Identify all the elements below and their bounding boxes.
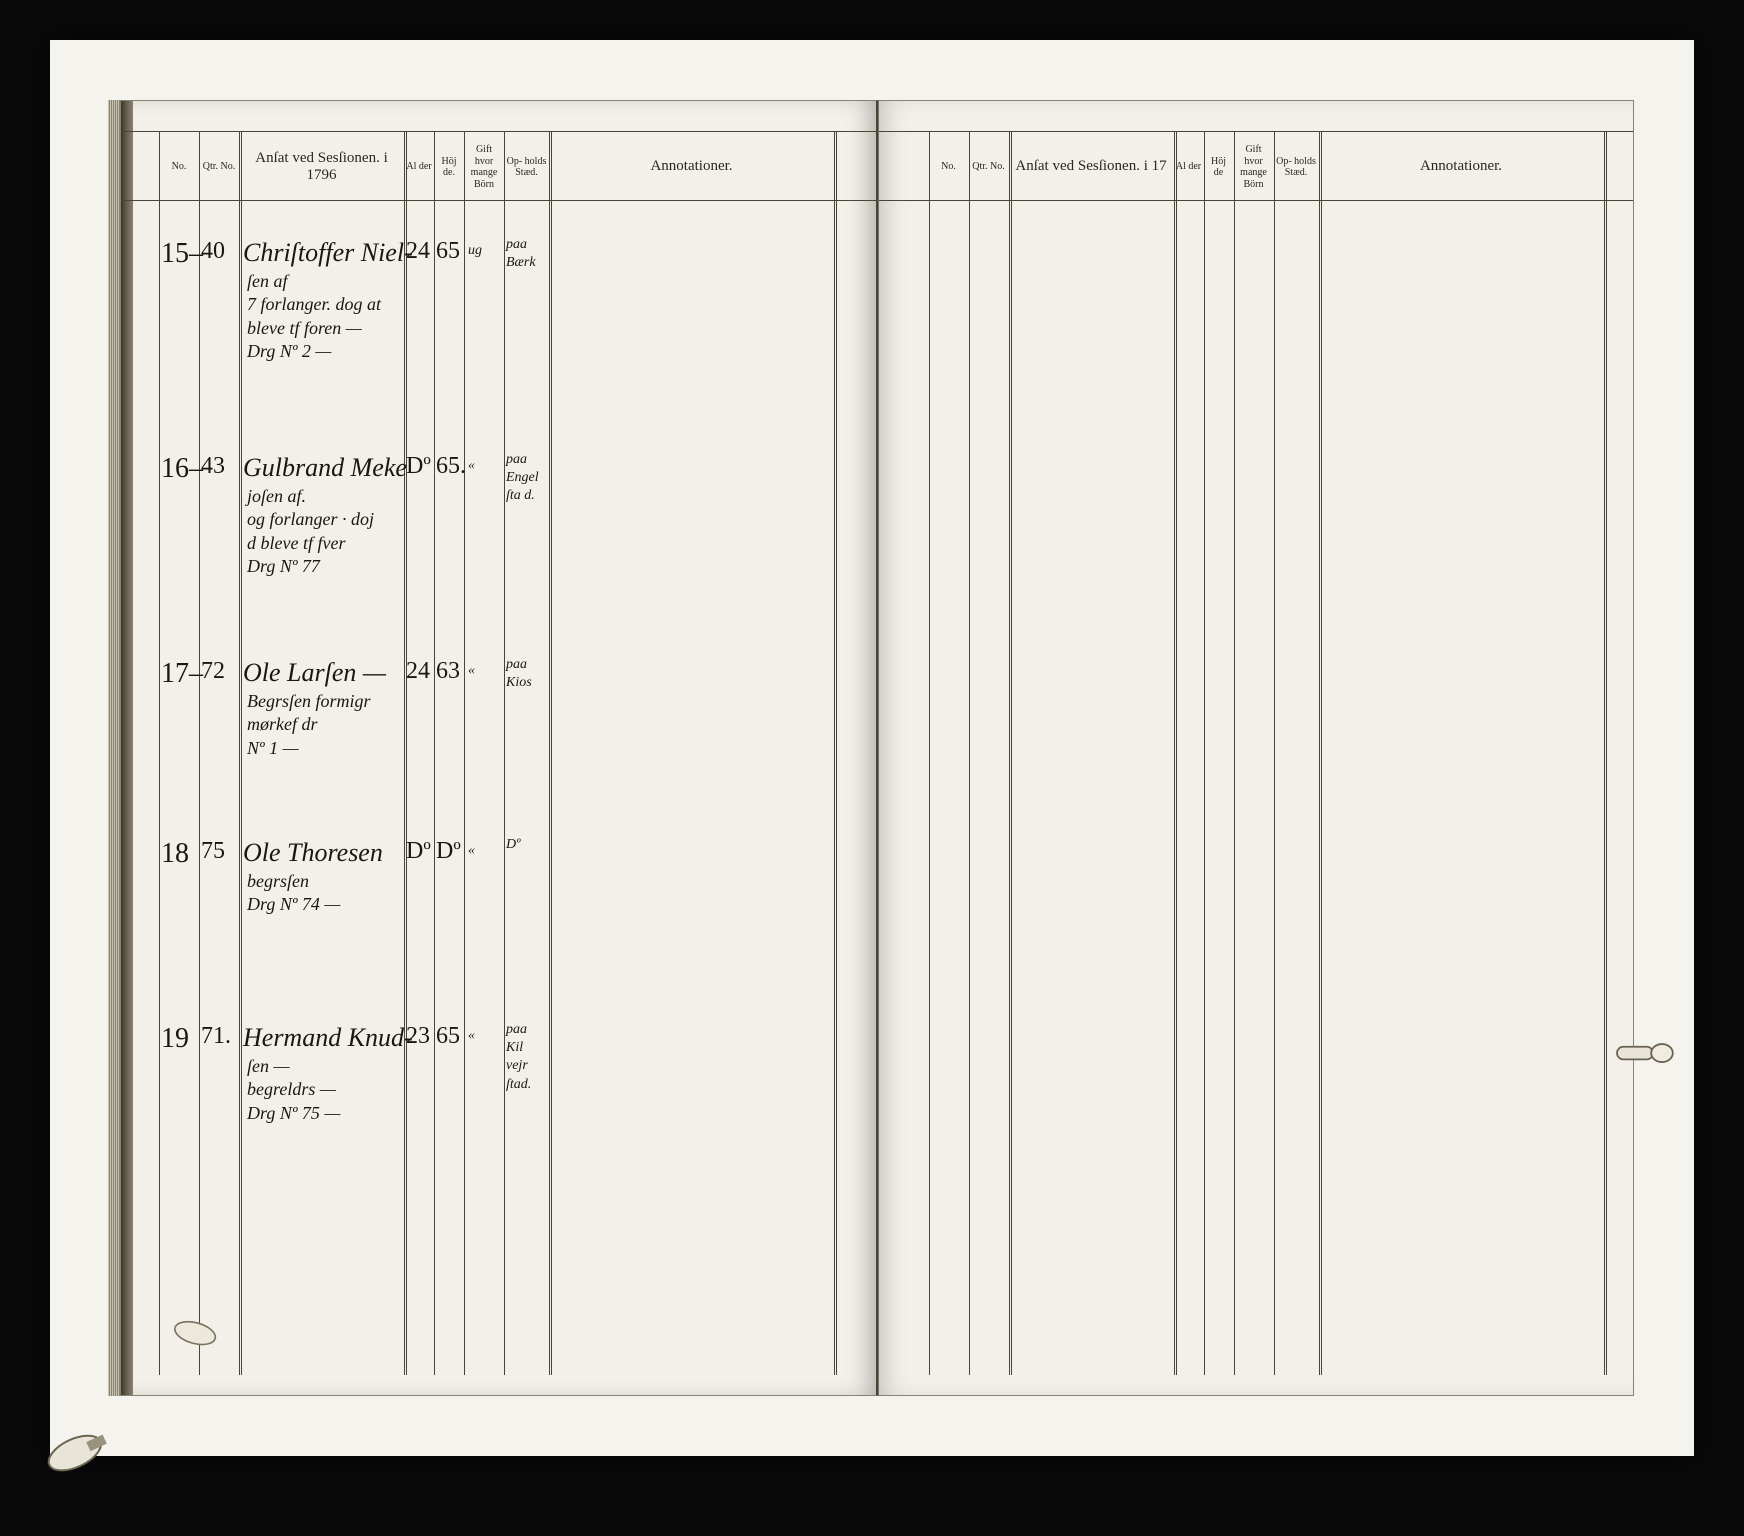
col-header-no: No. xyxy=(159,132,199,202)
right-page: No. Qtr. No. Anſat ved Sesſionen. i 17 A… xyxy=(878,100,1635,1396)
rule xyxy=(969,131,970,1375)
handwriting: paa Kil vejr ſtad. xyxy=(506,1021,550,1094)
handwriting: 75 xyxy=(201,836,237,867)
handwriting: 65. xyxy=(436,451,464,482)
handwriting: 23 xyxy=(406,1021,434,1052)
rule xyxy=(834,131,837,1375)
col-header-qtr: Qtr. No. xyxy=(969,132,1009,202)
rule xyxy=(239,131,242,1375)
handwriting: ſen — begreldrs — Drg Nº 75 — xyxy=(247,1055,417,1125)
col-header-gift: Gift hvor mange Börn xyxy=(1234,132,1274,202)
handwriting: Hermand Knud- xyxy=(243,1021,418,1055)
rule xyxy=(504,131,505,1375)
handwriting: 17– xyxy=(161,656,197,692)
col-header-opholds: Op- holds Stæd. xyxy=(1274,132,1319,202)
handwriting: « xyxy=(468,662,502,680)
handwriting: 24 xyxy=(406,236,434,267)
handwriting: Chriſtoffer Niel- xyxy=(243,236,418,270)
col-header-alder: Al der xyxy=(404,132,434,202)
col-header-hojde: Höj de. xyxy=(434,132,464,202)
left-header-row: No. Qtr. No. Anſat ved Sesſionen. i 1796… xyxy=(121,131,876,201)
handwriting: Dº xyxy=(406,451,434,482)
handwriting: « xyxy=(468,1027,502,1045)
rule xyxy=(1204,131,1205,1375)
handwriting: begrsſen Drg Nº 74 — xyxy=(247,870,417,917)
handwriting: 72 xyxy=(201,656,237,687)
open-book: No. Qtr. No. Anſat ved Sesſionen. i 1796… xyxy=(120,100,1634,1396)
rule xyxy=(1604,131,1607,1375)
scan-frame: No. Qtr. No. Anſat ved Sesſionen. i 1796… xyxy=(50,40,1694,1456)
handwriting: Begrsſen formigr mørkef dr Nº 1 — xyxy=(247,690,417,760)
rule xyxy=(159,131,160,1375)
handwriting: « xyxy=(468,842,502,860)
handwriting: 15– xyxy=(161,236,197,272)
rule xyxy=(464,131,465,1375)
col-header-annot: Annotationer. xyxy=(1319,132,1604,202)
handwriting: 65 xyxy=(436,236,464,267)
rule xyxy=(1009,131,1012,1375)
rule xyxy=(199,131,200,1375)
col-header-opholds: Op- holds Stæd. xyxy=(504,132,549,202)
col-header-gift: Gift hvor mange Börn xyxy=(464,132,504,202)
handwriting: 40 xyxy=(201,236,237,267)
rule xyxy=(929,131,930,1375)
handwriting: Dº xyxy=(506,836,550,854)
left-page: No. Qtr. No. Anſat ved Sesſionen. i 1796… xyxy=(120,100,878,1396)
handwriting: paa Bærk xyxy=(506,236,550,272)
handwriting: Dº xyxy=(436,836,464,867)
handwriting: « xyxy=(468,457,502,475)
handwriting: ſen af 7 forlanger. dog at bleve tf fore… xyxy=(247,270,417,364)
col-header-qtr: Qtr. No. xyxy=(199,132,239,202)
rule xyxy=(549,131,552,1375)
right-header-row: No. Qtr. No. Anſat ved Sesſionen. i 17 A… xyxy=(879,131,1634,201)
col-header-hojde: Höj de xyxy=(1204,132,1234,202)
handwriting: joſen af. og forlanger · doj d bleve tf … xyxy=(247,485,417,579)
col-header-ansat: Anſat ved Sesſionen. i 17 xyxy=(1009,132,1174,202)
left-spine-edge xyxy=(121,101,133,1395)
clasp-icon xyxy=(1613,1033,1676,1074)
clasp-icon xyxy=(34,1418,116,1488)
handwriting: Gulbrand Meke xyxy=(243,451,418,485)
handwriting: Ole Thoresen xyxy=(243,836,418,870)
handwriting: 19 xyxy=(161,1021,197,1057)
rule xyxy=(1234,131,1235,1375)
col-header-annot: Annotationer. xyxy=(549,132,834,202)
handwriting: 24 xyxy=(406,656,434,687)
handwriting: ug xyxy=(468,242,502,260)
handwriting: paa Kios xyxy=(506,656,550,692)
col-header-alder: Al der xyxy=(1174,132,1204,202)
rule xyxy=(1274,131,1275,1375)
rule xyxy=(1174,131,1177,1375)
handwriting: 16– xyxy=(161,451,197,487)
handwriting: paa Engel ſta d. xyxy=(506,451,550,506)
handwriting: 43 xyxy=(201,451,237,482)
col-header-ansat: Anſat ved Sesſionen. i 1796 xyxy=(239,132,404,202)
handwriting: Ole Larſen — xyxy=(243,656,418,690)
col-header-no: No. xyxy=(929,132,969,202)
rule xyxy=(1319,131,1322,1375)
handwriting: Dº xyxy=(406,836,434,867)
handwriting: 71. xyxy=(201,1021,237,1052)
handwriting: 18 xyxy=(161,836,197,872)
rule xyxy=(434,131,435,1375)
handwriting: 63 xyxy=(436,656,464,687)
handwriting: 65 xyxy=(436,1021,464,1052)
